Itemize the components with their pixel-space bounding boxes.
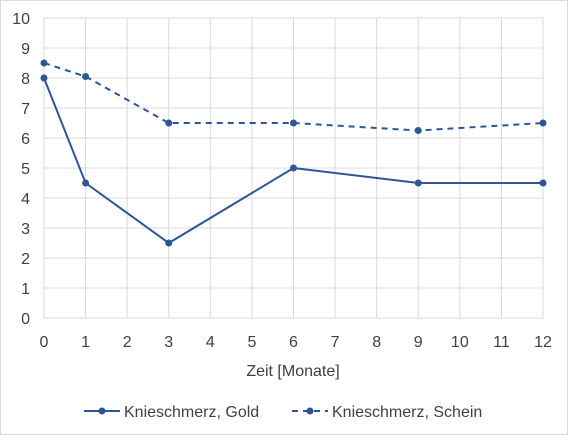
- x-tick-label: 7: [331, 334, 340, 351]
- x-tick-labels: 0 1 2 3 4 5 6 7 8 9 10 11 12: [40, 334, 552, 351]
- x-tick-label: 6: [289, 334, 298, 351]
- data-point: [414, 127, 422, 134]
- data-point: [40, 74, 48, 82]
- x-tick-label: 11: [493, 334, 510, 351]
- legend-marker: [98, 407, 106, 415]
- gridlines: [43, 17, 544, 319]
- y-tick-label: 4: [21, 191, 30, 208]
- data-point: [165, 239, 173, 247]
- x-tick-label: 2: [123, 334, 132, 351]
- series-group: [40, 59, 547, 247]
- x-tick-label: 4: [206, 334, 215, 351]
- legend-label: Knieschmerz, Schein: [332, 404, 482, 421]
- x-tick-label: 10: [451, 334, 469, 351]
- y-tick-label: 0: [21, 311, 30, 328]
- y-tick-label: 9: [21, 41, 30, 58]
- x-tick-label: 1: [81, 334, 90, 351]
- data-point: [82, 179, 90, 187]
- y-tick-label: 2: [21, 251, 30, 268]
- data-point: [82, 73, 90, 80]
- legend: Knieschmerz, Gold Knieschmerz, Schein: [84, 404, 482, 421]
- data-point: [165, 119, 173, 127]
- data-point: [539, 179, 547, 187]
- y-tick-label: 10: [12, 11, 30, 28]
- x-tick-label: 3: [164, 334, 173, 351]
- data-point: [414, 179, 422, 187]
- y-tick-label: 1: [21, 281, 30, 298]
- legend-marker: [306, 407, 314, 415]
- y-tick-labels: 0 1 2 3 4 5 6 7 8 9 10: [12, 11, 30, 328]
- x-tick-label: 5: [247, 334, 256, 351]
- series-line-2: [43, 62, 544, 132]
- y-tick-label: 7: [21, 101, 30, 118]
- data-point: [40, 59, 48, 67]
- y-tick-label: 8: [21, 71, 30, 88]
- data-point: [539, 119, 547, 127]
- y-tick-label: 3: [21, 221, 30, 238]
- y-tick-label: 6: [21, 131, 30, 148]
- data-point: [290, 119, 297, 127]
- x-tick-label: 8: [372, 334, 381, 351]
- x-tick-label: 0: [40, 334, 49, 351]
- y-tick-label: 5: [21, 161, 30, 178]
- data-point: [290, 164, 297, 172]
- x-tick-label: 12: [534, 334, 552, 351]
- x-tick-label: 9: [414, 334, 423, 351]
- legend-label: Knieschmerz, Gold: [124, 404, 259, 421]
- series-line-1: [43, 77, 543, 245]
- x-axis-label: Zeit [Monate]: [246, 363, 339, 380]
